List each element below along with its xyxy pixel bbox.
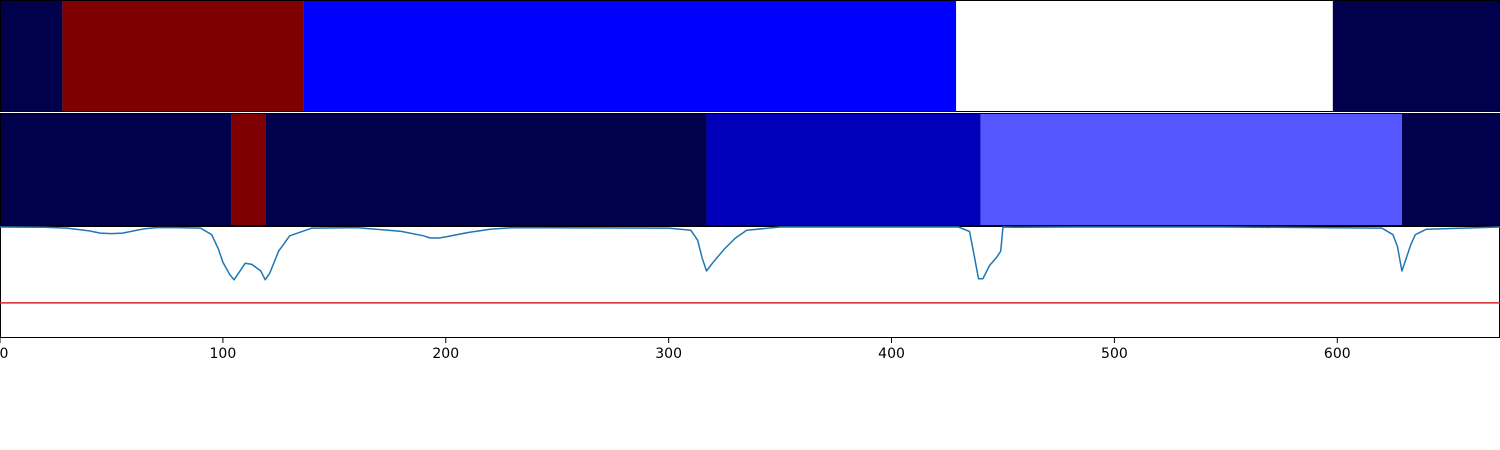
- band-2-segment-6: [1401, 114, 1500, 225]
- band-2-segment-4: [706, 114, 981, 225]
- x-tick-label-400: 400: [878, 346, 905, 362]
- x-tick-label-200: 200: [432, 346, 459, 362]
- score-plot: [0, 226, 1500, 338]
- x-tick-label-0: 0: [0, 346, 8, 362]
- band-1-segment-5: [1332, 1, 1500, 111]
- x-tick-label-300: 300: [655, 346, 682, 362]
- band-1-segment-4: [956, 1, 1333, 111]
- x-tick-label-600: 600: [1324, 346, 1351, 362]
- band-1-segment-1: [0, 1, 63, 111]
- band-2-segment-2: [231, 114, 266, 225]
- band-1-segment-3: [303, 1, 957, 111]
- band-2-segment-1: [0, 114, 232, 225]
- band-1-segment-2: [62, 1, 304, 111]
- score-series-line: [0, 226, 1500, 281]
- x-tick-label-100: 100: [210, 346, 237, 362]
- score-plot-frame: [0, 226, 1500, 338]
- x-axis: 0 100 200 300 400 500 600: [0, 338, 1351, 362]
- segmentation-band-1: [0, 1, 1500, 111]
- segmentation-band-2: [0, 114, 1500, 225]
- band-2-segment-3: [265, 114, 707, 225]
- x-tick-label-500: 500: [1101, 346, 1128, 362]
- band-2-segment-5: [980, 114, 1402, 225]
